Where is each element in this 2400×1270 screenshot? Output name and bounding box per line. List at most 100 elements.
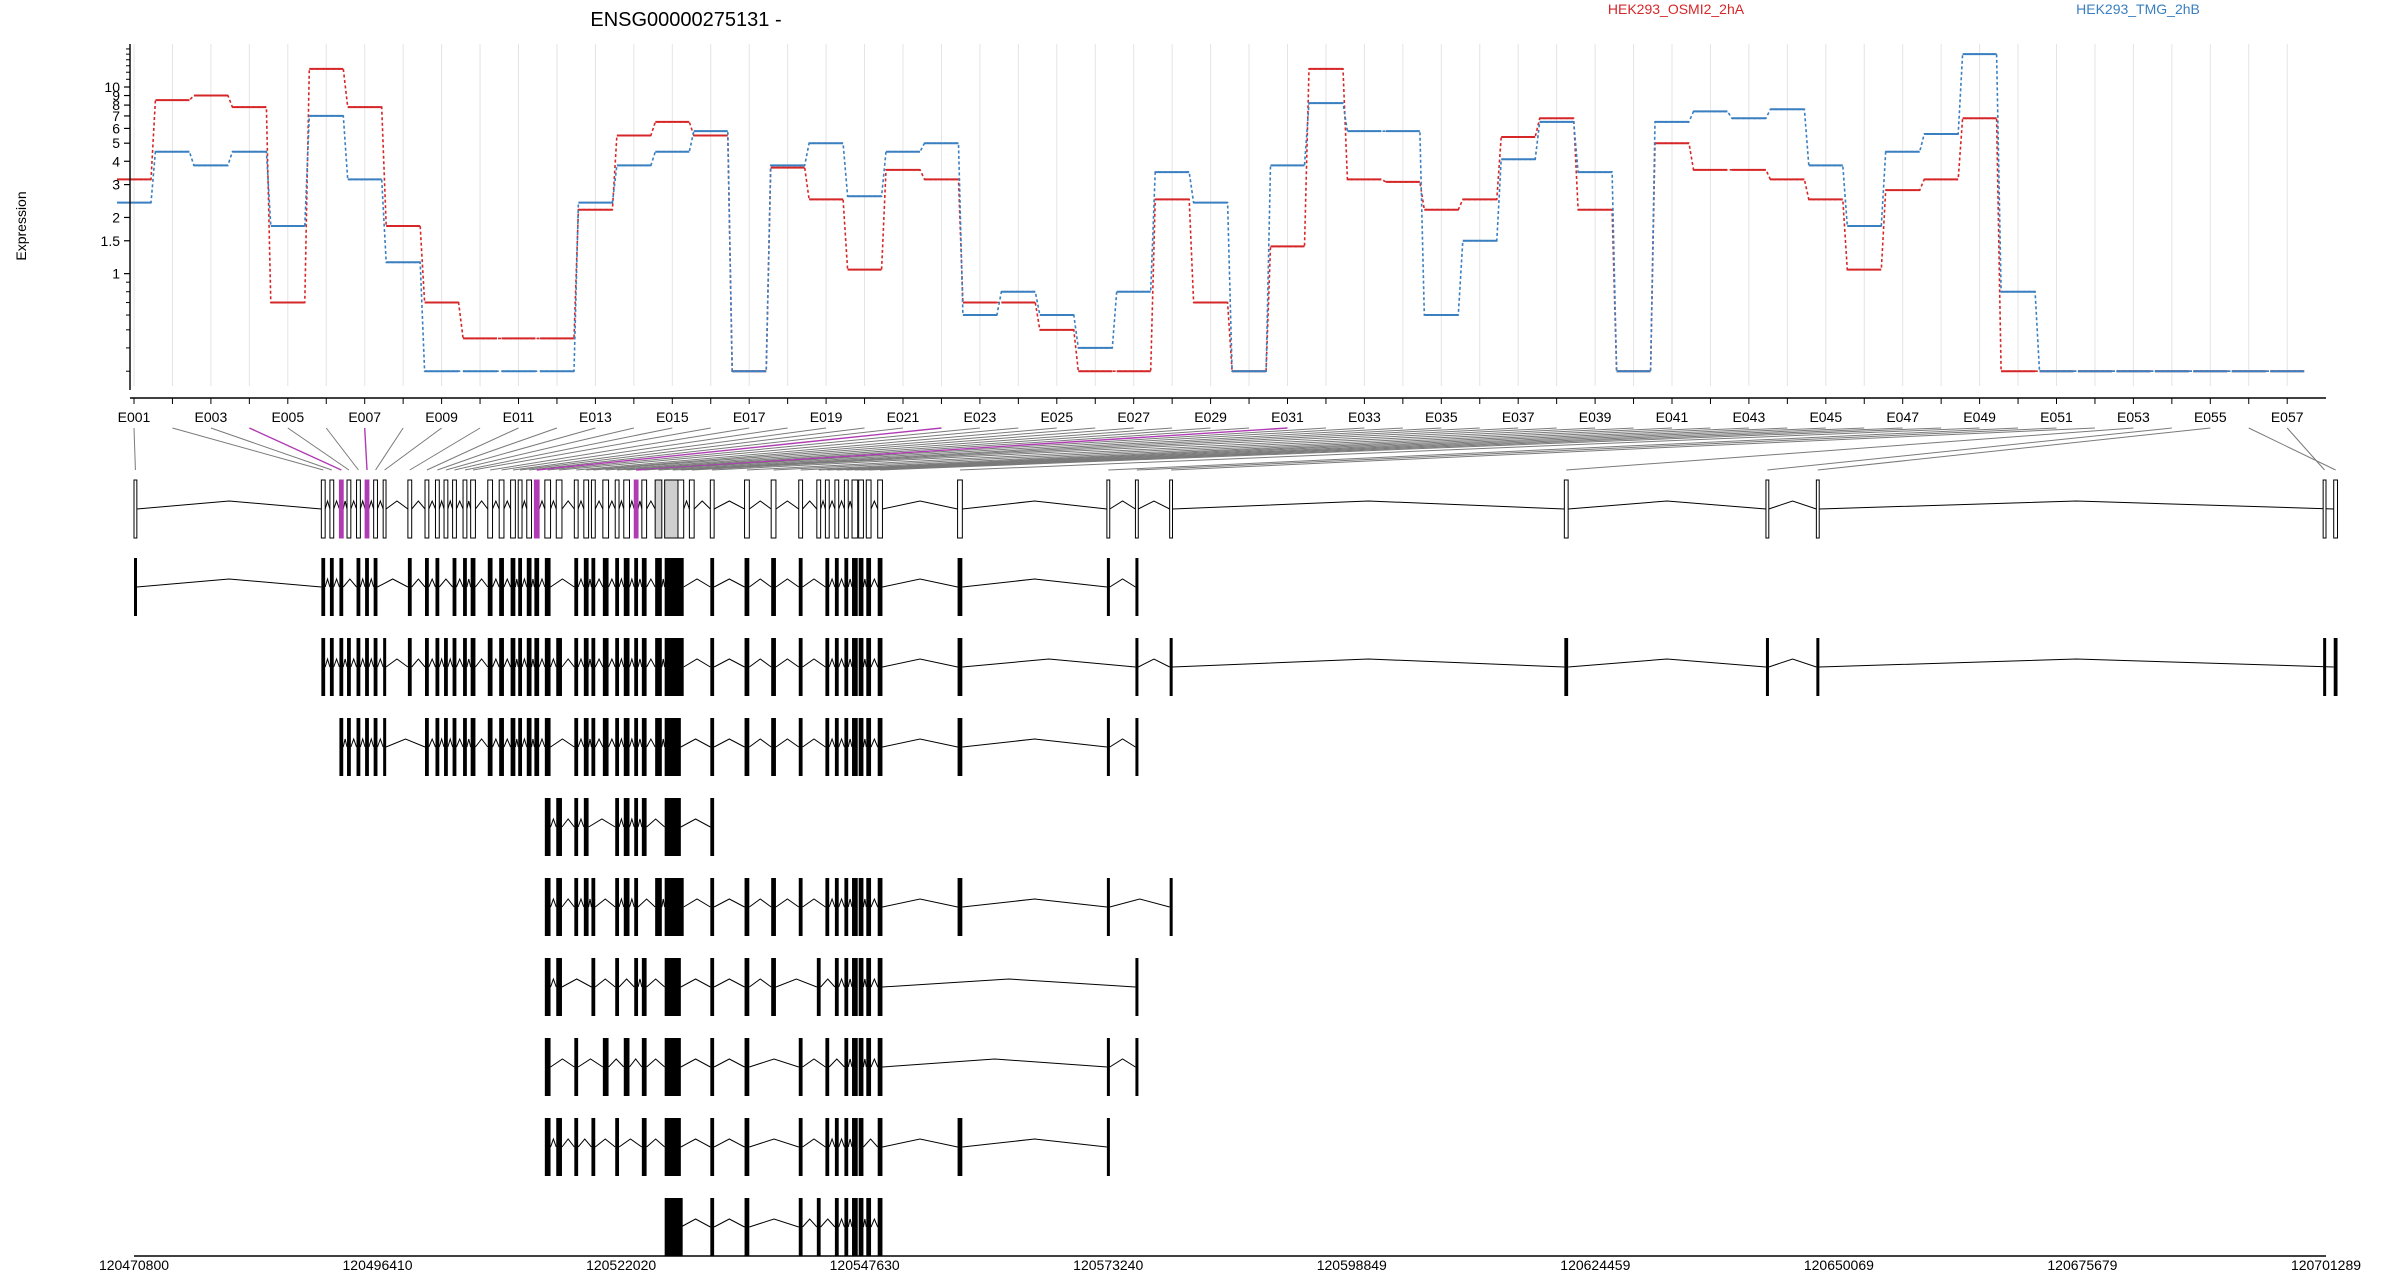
transcript-exon (816, 1198, 821, 1256)
exon-box (1106, 479, 1111, 539)
x-tick-label: E005 (271, 409, 304, 425)
intron-line (847, 978, 853, 988)
transcript-exon (526, 638, 532, 696)
transcript-exon (526, 718, 532, 776)
transcript-exon (534, 718, 540, 776)
transcript-exon (877, 878, 883, 936)
transcript-exon (544, 638, 551, 696)
exon-x-axis: E001 E003 E005 E007 E009 E011 E013 E015 E017 E019… (118, 397, 2326, 425)
transcript-exon (574, 798, 579, 856)
transcript-track (339, 718, 1139, 776)
intron-line (368, 657, 375, 668)
intron-line (882, 978, 1136, 988)
transcript-exon (844, 718, 849, 776)
transcript-exon (634, 718, 639, 776)
intron-line (646, 978, 666, 988)
transcript-exon (834, 718, 839, 776)
transcript-exon (710, 798, 715, 856)
intron-line (588, 658, 592, 668)
transcript-exon (825, 1118, 830, 1176)
intron-line (561, 978, 592, 988)
exon-connector (210, 427, 332, 471)
transcript-exon (866, 638, 872, 696)
intron-line (775, 978, 818, 988)
intron-line (428, 499, 436, 510)
intron-line (683, 499, 690, 510)
intron-line (359, 737, 366, 748)
transcript-exon (744, 1118, 750, 1176)
intron-line (882, 1138, 958, 1148)
intron-line (428, 657, 436, 668)
flattened-gene-model (133, 479, 2339, 539)
intron-line (1568, 500, 1766, 510)
transcript-exon (744, 1198, 750, 1256)
intron-line (802, 658, 826, 668)
exon-box (858, 479, 864, 539)
exon-box (443, 479, 449, 539)
transcript-exon (574, 558, 579, 616)
intron-line (749, 978, 772, 988)
transcript-exon (744, 878, 750, 936)
exon-box (487, 479, 494, 539)
transcript-exon (858, 1118, 864, 1176)
intron-line (775, 658, 800, 668)
intron-line (749, 1138, 799, 1148)
exon-connector (818, 427, 1673, 471)
intron-line (588, 738, 592, 748)
transcript-exon (825, 1038, 830, 1096)
transcript-exon (866, 878, 872, 936)
transcript-exon (852, 958, 858, 1016)
intron-line (428, 737, 436, 748)
intron-line (333, 577, 340, 588)
intron-line (521, 737, 528, 748)
intron-line (1172, 658, 1565, 668)
transcript-exon (710, 1038, 715, 1096)
transcript-exon (877, 1038, 883, 1096)
x-tick-label: E021 (887, 409, 920, 425)
intron-line (531, 738, 535, 748)
transcript-exon (463, 558, 467, 616)
transcript-exon (858, 1198, 864, 1256)
transcript-exon (634, 798, 639, 856)
intron-line (693, 500, 711, 510)
exon-box (407, 479, 413, 539)
transcript-exon (834, 638, 839, 696)
x-tick-label: E015 (656, 409, 689, 425)
transcript-exon (957, 558, 963, 616)
transcript-exon (664, 718, 681, 776)
intron-line (550, 657, 557, 668)
intron-line (538, 657, 546, 668)
transcript-exon (510, 638, 516, 696)
exon-box (877, 479, 883, 539)
transcript-exon (798, 878, 803, 936)
intron-line (594, 1138, 616, 1148)
intron-line (828, 577, 836, 588)
transcript-exon (798, 1038, 803, 1096)
intron-line (577, 737, 585, 748)
exon-box (555, 479, 563, 539)
intron-line (862, 738, 867, 748)
transcript-track (544, 878, 1173, 936)
chart-title: ENSG00000275131 - (590, 9, 781, 31)
x-tick-label: E023 (964, 409, 997, 425)
transcript-exon (866, 1198, 872, 1256)
transcript-exon (744, 718, 750, 776)
transcript-exon (435, 718, 440, 776)
transcript-exon (487, 718, 493, 776)
exon-box (1765, 479, 1770, 539)
intron-line (870, 897, 879, 908)
exon-box (834, 479, 840, 539)
intron-line (962, 658, 1136, 668)
intron-line (862, 1218, 867, 1228)
exon-box (633, 479, 639, 539)
transcript-exon (1106, 1118, 1110, 1176)
intron-line (503, 657, 512, 668)
intron-line (828, 657, 836, 668)
intron-line (514, 658, 519, 668)
transcript-exon (591, 958, 596, 1016)
intron-line (749, 578, 772, 588)
exon-connector (1171, 427, 2095, 471)
exon-connector (559, 427, 1019, 471)
transcript-exon (852, 718, 858, 776)
transcript-exon (134, 558, 137, 616)
